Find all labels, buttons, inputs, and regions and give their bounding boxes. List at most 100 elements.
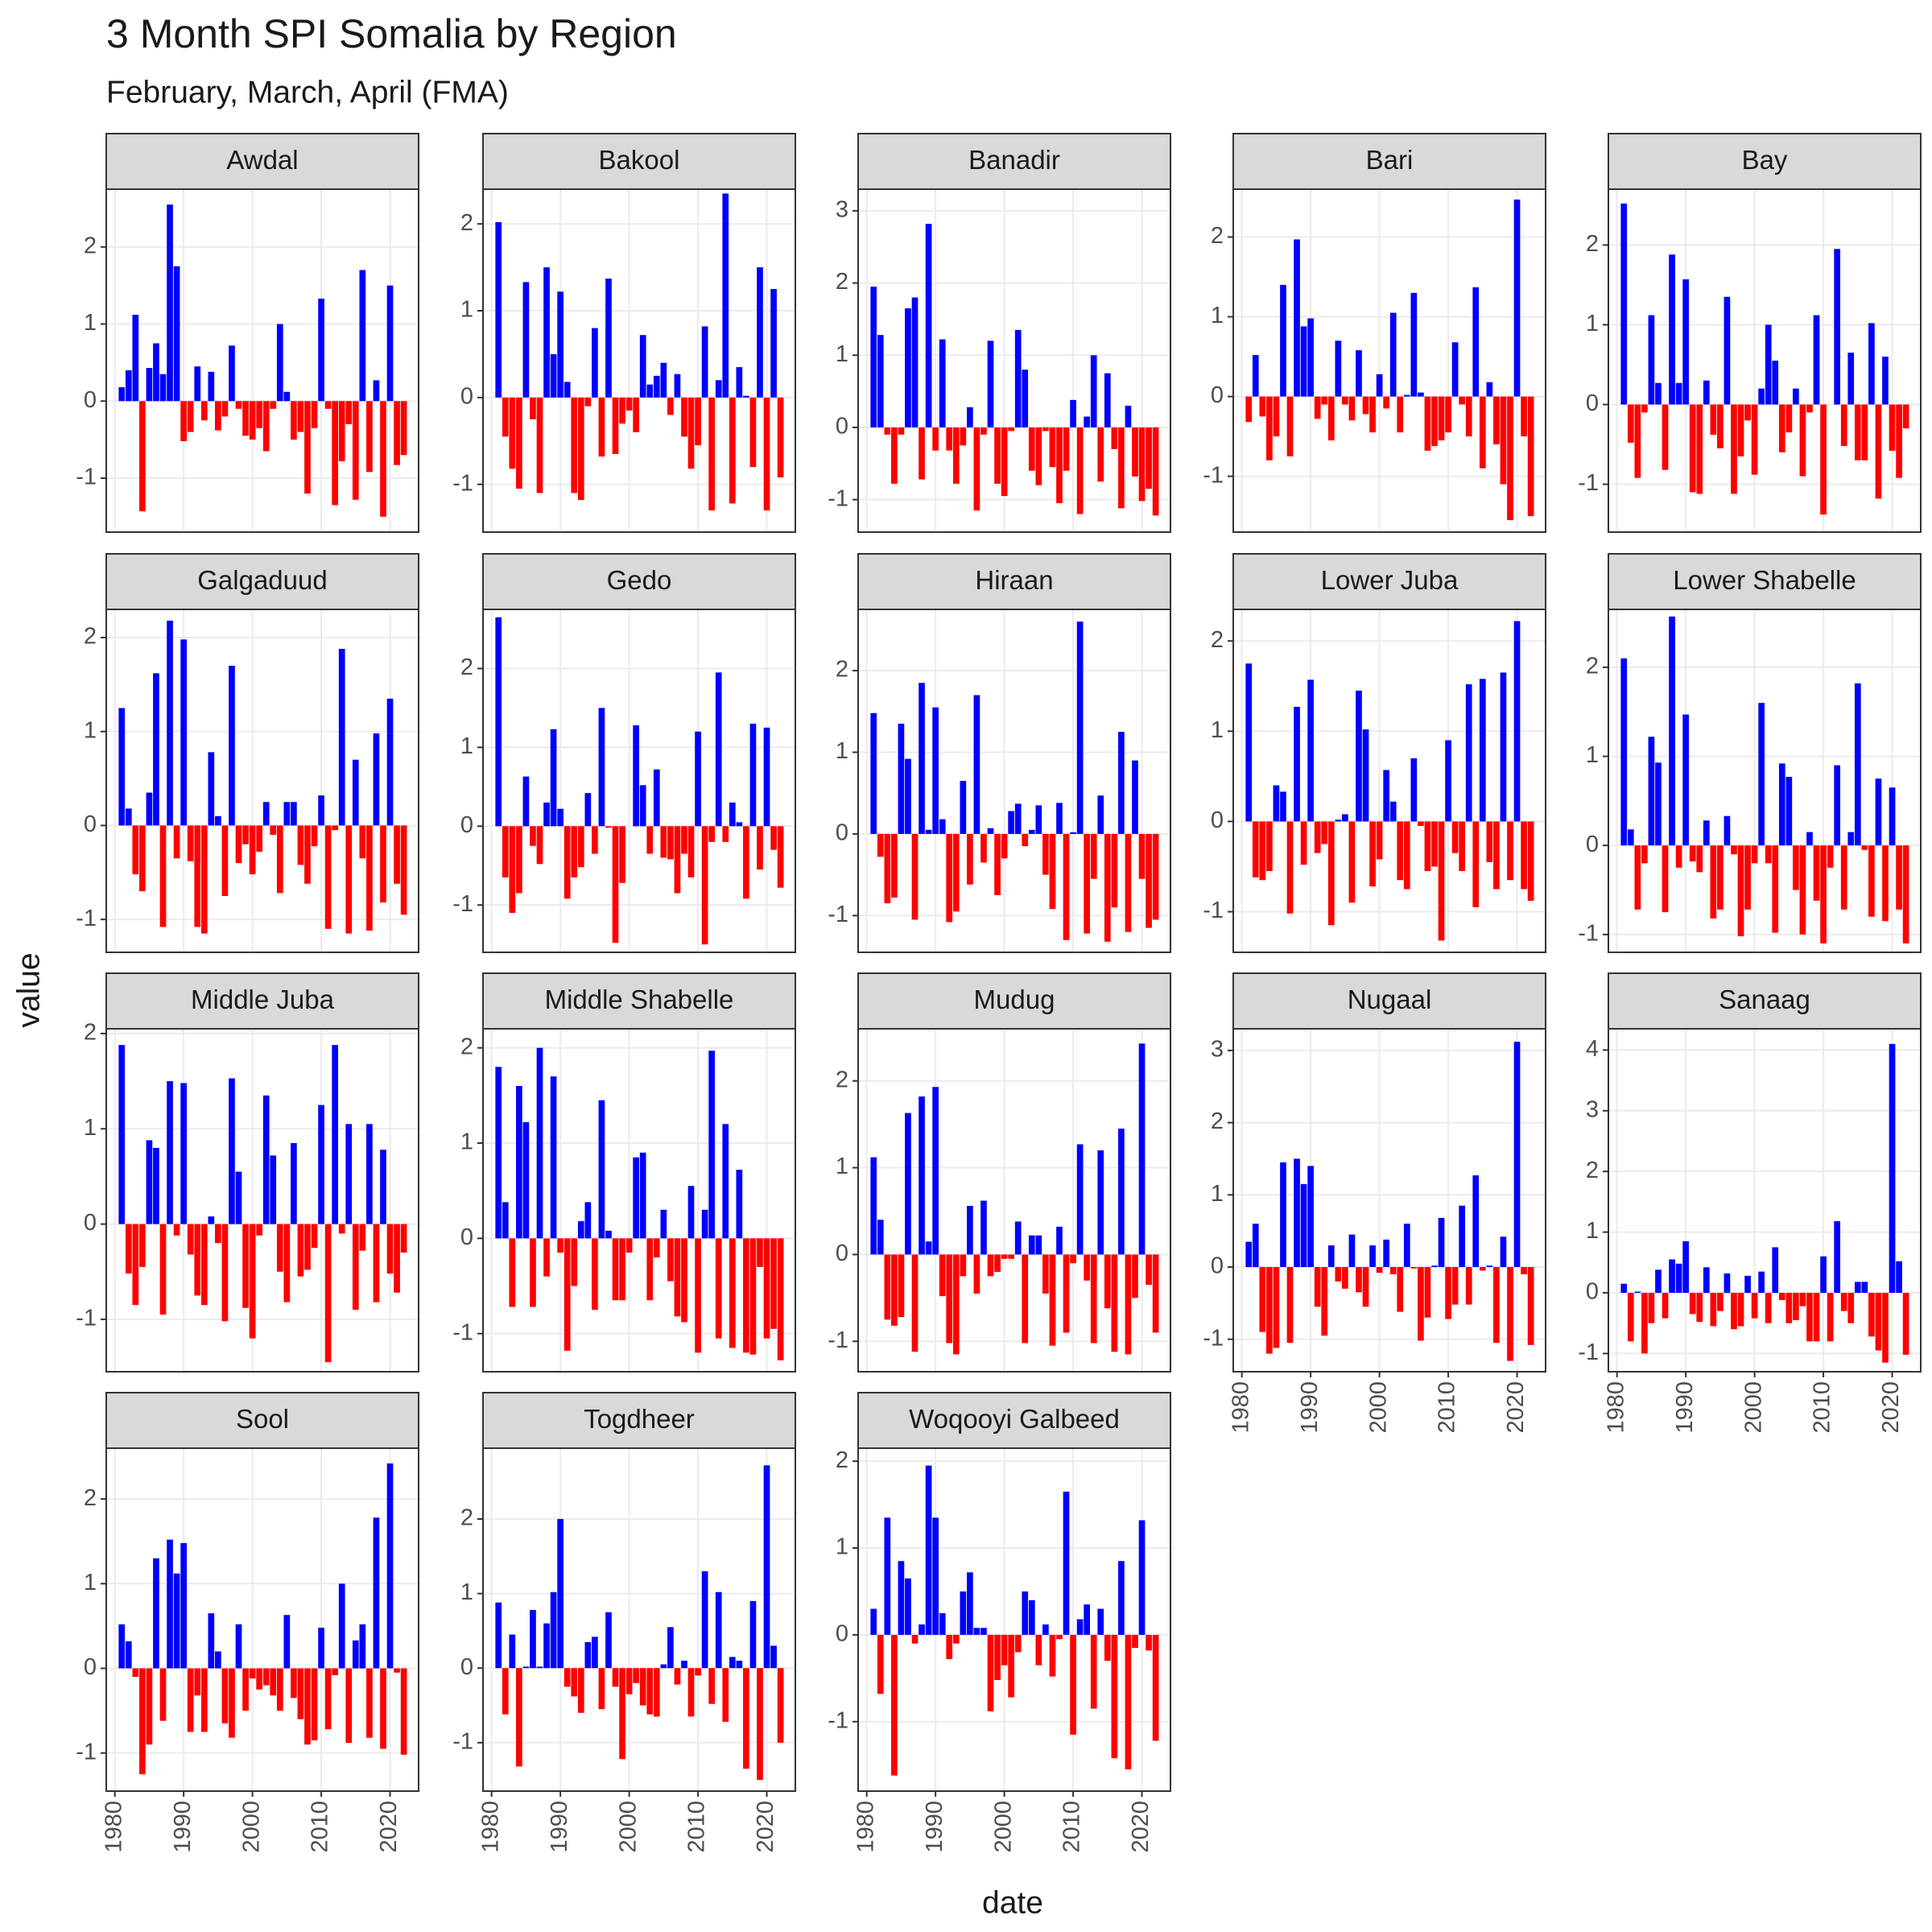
bar xyxy=(1028,1235,1035,1255)
bar xyxy=(898,427,905,435)
bar xyxy=(125,369,132,402)
bar xyxy=(1152,1254,1159,1333)
bar xyxy=(674,826,681,894)
bar xyxy=(584,397,592,407)
bar xyxy=(311,825,318,847)
bar xyxy=(557,291,564,398)
bar xyxy=(146,792,153,826)
bar xyxy=(1042,833,1049,875)
bar xyxy=(242,825,249,844)
bar xyxy=(1014,803,1022,834)
bar xyxy=(1022,833,1029,847)
bar xyxy=(736,822,743,827)
x-tick-label: 1990 xyxy=(547,1801,572,1853)
bar xyxy=(952,427,960,484)
bar xyxy=(1348,1234,1356,1267)
panel xyxy=(482,1447,796,1792)
bar xyxy=(366,825,373,931)
bar xyxy=(208,1216,215,1224)
bar xyxy=(304,1668,311,1745)
x-tick-label: 1980 xyxy=(101,1801,126,1853)
bar xyxy=(235,401,242,409)
bar xyxy=(1758,388,1765,405)
strip xyxy=(1608,553,1922,610)
bar xyxy=(939,1612,946,1635)
bar xyxy=(221,825,229,896)
bar xyxy=(667,397,674,415)
bar xyxy=(1245,1241,1253,1267)
bar xyxy=(1655,1269,1662,1293)
bar xyxy=(1070,832,1076,834)
y-tick-label: 0 xyxy=(1211,807,1224,833)
y-tick-label: 0 xyxy=(84,1210,97,1236)
bar xyxy=(701,1571,708,1669)
y-tick-label: 2 xyxy=(1586,1158,1599,1183)
bar xyxy=(1521,1266,1527,1274)
bar xyxy=(283,1615,291,1669)
bar xyxy=(352,401,359,500)
bar xyxy=(1056,427,1063,504)
bar xyxy=(550,1591,557,1669)
bar xyxy=(715,1238,722,1339)
bar xyxy=(1521,396,1527,437)
bar xyxy=(994,833,1001,895)
bar xyxy=(242,1668,249,1711)
bar xyxy=(297,825,304,865)
y-tick-label: 2 xyxy=(1586,654,1599,679)
bar xyxy=(1737,845,1744,937)
bar xyxy=(1001,1254,1008,1259)
bar xyxy=(1627,1292,1634,1342)
bar xyxy=(891,833,898,898)
bar xyxy=(1104,833,1111,942)
bar xyxy=(1348,396,1356,421)
y-tick-label: 2 xyxy=(1211,1108,1224,1134)
bar xyxy=(715,1591,722,1669)
bar xyxy=(667,1627,674,1669)
bar xyxy=(1527,396,1534,517)
bar xyxy=(132,1224,139,1306)
strip xyxy=(857,1392,1171,1449)
bar xyxy=(359,270,366,402)
bar xyxy=(345,1668,353,1744)
bar xyxy=(1896,404,1902,478)
bar xyxy=(577,1221,584,1239)
bar xyxy=(1410,292,1418,397)
bar xyxy=(743,826,749,899)
bar xyxy=(1335,341,1342,397)
strip-label: Awdal xyxy=(226,145,298,175)
bar xyxy=(592,328,598,398)
bar xyxy=(1793,388,1799,405)
bar xyxy=(1266,1266,1273,1354)
bar xyxy=(1451,1266,1459,1305)
bar xyxy=(229,666,235,826)
y-tick-label: 2 xyxy=(84,233,97,258)
bar xyxy=(256,1224,262,1236)
bar xyxy=(973,1254,980,1294)
bar xyxy=(925,224,932,427)
bar xyxy=(1854,683,1861,846)
bar xyxy=(338,401,345,461)
bar xyxy=(215,815,221,826)
strip xyxy=(857,972,1171,1030)
bar xyxy=(1778,404,1785,452)
y-tick-label: -1 xyxy=(828,1327,848,1353)
bar xyxy=(1438,396,1445,441)
y-tick-label: 0 xyxy=(1586,390,1599,416)
bar xyxy=(980,427,987,435)
bar xyxy=(1125,833,1132,932)
bar xyxy=(324,1224,332,1363)
bar xyxy=(173,1573,180,1669)
bar xyxy=(939,339,946,427)
bar xyxy=(249,1668,256,1679)
strip xyxy=(1232,133,1546,190)
bar xyxy=(877,833,884,857)
bar xyxy=(946,1254,953,1344)
bar xyxy=(1342,396,1348,405)
bar xyxy=(1813,315,1820,405)
bar xyxy=(1049,833,1056,910)
bar xyxy=(530,826,536,846)
bar xyxy=(173,1224,180,1236)
bar xyxy=(1014,1221,1022,1255)
bar xyxy=(633,724,639,827)
bar xyxy=(987,1634,994,1711)
